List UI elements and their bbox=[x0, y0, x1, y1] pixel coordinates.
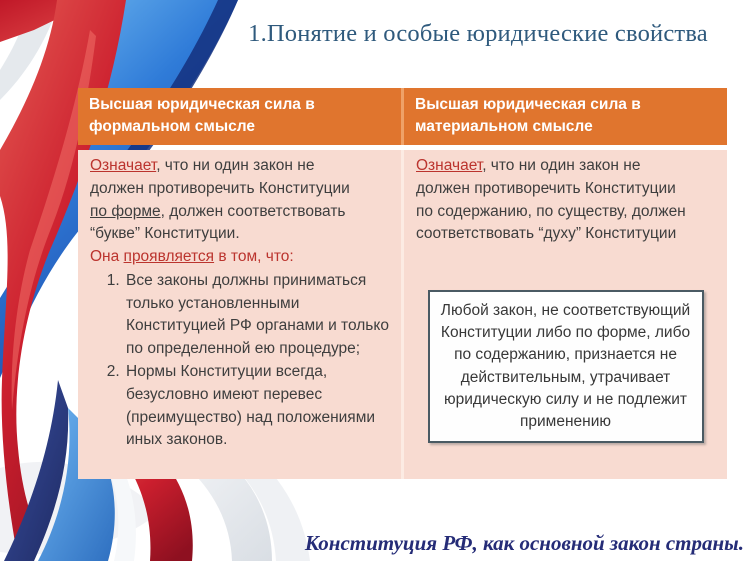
table-header-material: Высшая юридическая сила в материальном с… bbox=[401, 88, 727, 145]
table-cell-material: Означает, что ни один закон не должен пр… bbox=[401, 150, 727, 479]
navy-fan-ribbon bbox=[4, 380, 69, 561]
red-ribbon-highlight bbox=[11, 30, 96, 410]
red-fan-ribbon bbox=[98, 427, 193, 561]
table-header-row: Высшая юридическая сила в формальном смы… bbox=[78, 88, 727, 145]
list-item: Все законы должны приниматься только уст… bbox=[124, 270, 389, 361]
formal-intro-paragraph: Означает, что ни один закон не должен пр… bbox=[90, 157, 350, 243]
table-cell-formal: Означает, что ни один закон не должен пр… bbox=[78, 150, 401, 479]
white-fan-ribbon bbox=[122, 418, 272, 561]
slide-footer: Конституция РФ, как основной закон стран… bbox=[304, 531, 744, 555]
formal-numbered-list: Все законы должны приниматься только уст… bbox=[90, 270, 389, 452]
gray-swoosh-shape bbox=[0, 0, 60, 100]
slide-title: 1.Понятие и особые юридические свойства bbox=[248, 20, 708, 47]
comparison-table: Высшая юридическая сила в формальном смы… bbox=[78, 88, 727, 479]
table-header-formal: Высшая юридическая сила в формальном смы… bbox=[78, 88, 401, 145]
white-fan-ribbon-soft bbox=[150, 412, 310, 561]
material-intro-paragraph: Означает, что ни один закон не должен пр… bbox=[416, 157, 686, 243]
list-item: Нормы Конституции всегда, безусловно име… bbox=[124, 361, 389, 452]
white-stripe-ribbon bbox=[84, 424, 136, 561]
callout-box: Любой закон, не соответствующий Конститу… bbox=[427, 290, 704, 444]
table-body-row: Означает, что ни один закон не должен пр… bbox=[78, 150, 727, 479]
formal-lead-paragraph: Она проявляется в том, что: bbox=[90, 248, 294, 266]
red-ribbon bbox=[0, 0, 126, 548]
